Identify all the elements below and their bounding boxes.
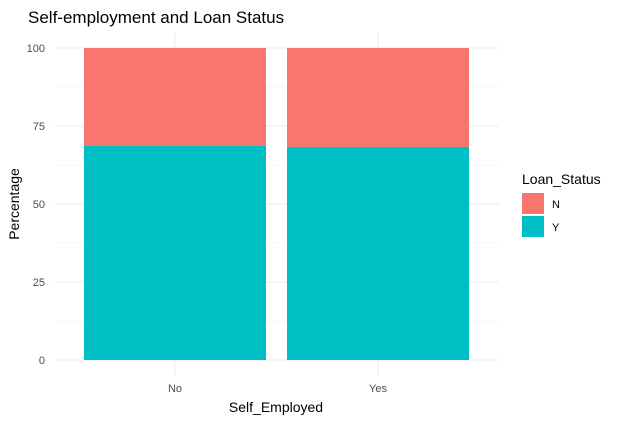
y-tick-label: 75 [33,121,45,133]
bar-N-No [84,48,266,146]
x-axis-title: Self_Employed [229,399,323,415]
y-tick-label: 25 [33,277,45,289]
bars [84,48,469,360]
y-axis-title: Percentage [6,168,22,240]
y-tick-label: 100 [27,43,45,55]
x-tick-label: No [168,383,182,395]
legend-title: Loan_Status [522,171,601,187]
bar-N-Yes [287,48,469,147]
bar-Y-No [84,145,266,360]
y-tick-label: 0 [39,355,45,367]
chart-title: Self-employment and Loan Status [28,8,284,27]
x-axis-ticks: No Yes [168,383,387,395]
legend-key-N [522,193,544,214]
y-axis-ticks: 0 25 50 75 100 [27,43,45,367]
legend-label: N [552,199,560,211]
y-tick-label: 50 [33,199,45,211]
bar-Y-Yes [287,146,469,360]
x-tick-label: Yes [369,383,387,395]
legend: Loan_Status NY [522,171,601,237]
legend-label: Y [552,222,560,234]
legend-key-Y [522,216,544,237]
